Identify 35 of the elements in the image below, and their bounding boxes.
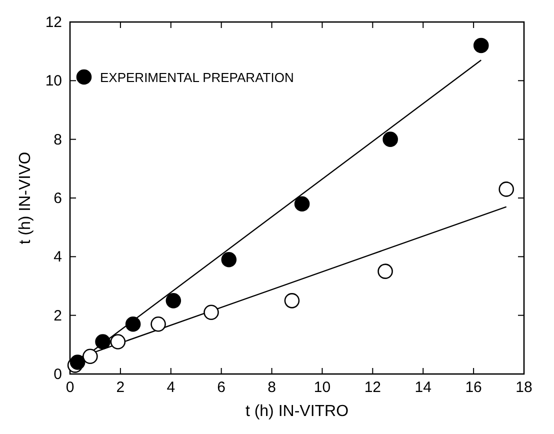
x-tick-label: 12 bbox=[364, 379, 382, 396]
y-tick-label: 12 bbox=[45, 14, 62, 31]
point bbox=[378, 264, 393, 279]
point bbox=[294, 196, 310, 212]
y-tick-label: 10 bbox=[45, 72, 62, 90]
y-tick-label: 2 bbox=[54, 307, 62, 324]
point bbox=[150, 316, 166, 332]
x-tick-label: 4 bbox=[166, 379, 176, 396]
point bbox=[284, 293, 300, 308]
legend-label: EXPERIMENTAL PREPARATION bbox=[100, 70, 294, 85]
y-tick-label: 6 bbox=[54, 190, 62, 207]
point bbox=[125, 316, 141, 332]
x-tick-label: 14 bbox=[414, 379, 432, 396]
y-axis-title: t (h) IN-VIVO bbox=[17, 152, 34, 244]
point bbox=[110, 334, 126, 350]
point bbox=[498, 182, 514, 197]
x-tick-label: 6 bbox=[217, 379, 226, 396]
point bbox=[82, 348, 98, 364]
y-tick-label: 8 bbox=[54, 131, 62, 148]
x-axis-title: t (h) IN-VITRO bbox=[245, 403, 349, 420]
point bbox=[166, 293, 182, 308]
point bbox=[382, 132, 398, 147]
x-tick-label: 10 bbox=[314, 379, 331, 396]
point bbox=[221, 252, 237, 268]
x-tick-label: 0 bbox=[66, 379, 74, 396]
x-tick-label: 2 bbox=[116, 379, 125, 396]
point bbox=[204, 304, 219, 320]
x-tick-label: 18 bbox=[516, 379, 532, 396]
y-tick-label: 4 bbox=[54, 248, 62, 266]
point bbox=[95, 334, 110, 350]
y-tick-label: 0 bbox=[54, 366, 62, 383]
point bbox=[70, 354, 86, 370]
point bbox=[473, 38, 489, 54]
x-tick-label: 8 bbox=[268, 379, 276, 396]
x-tick-label: 16 bbox=[465, 379, 482, 396]
